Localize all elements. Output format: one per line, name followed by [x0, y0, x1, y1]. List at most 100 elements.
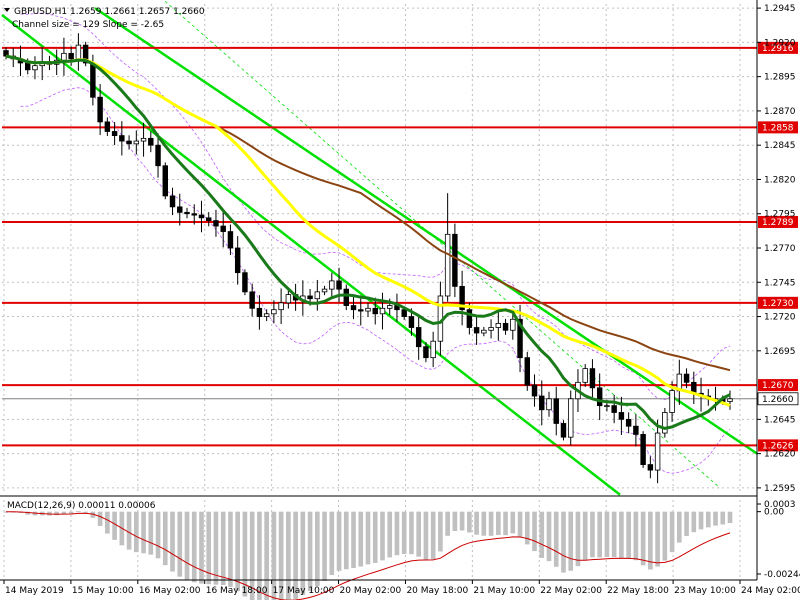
y-tick-label: 1.2595: [764, 484, 796, 494]
macd-histogram-bar: [307, 511, 313, 592]
candle-body: [481, 329, 487, 334]
green-moving-average: [5, 54, 731, 430]
yellow-moving-average: [5, 54, 731, 407]
macd-histogram-bar: [633, 511, 639, 561]
y-tick-label: 1.2870: [764, 107, 796, 117]
candle-body: [488, 327, 494, 331]
macd-histogram-bar: [228, 511, 233, 587]
x-tick-label: 16 May 18:00: [206, 586, 268, 596]
macd-histogram-bar: [510, 511, 516, 534]
macd-histogram-bar: [336, 511, 342, 571]
macd-histogram-bar: [343, 511, 349, 570]
candle-body: [263, 313, 270, 317]
macd-histogram-bar: [561, 511, 566, 573]
candle-body: [206, 217, 212, 221]
y-tick-label: 1.2720: [764, 313, 796, 323]
candle-body: [654, 432, 661, 471]
price-level-tag: [758, 121, 798, 134]
y-tick-label: 1.2820: [764, 175, 796, 185]
candle-body: [148, 137, 154, 146]
macd-histogram-bar: [97, 511, 103, 526]
current-price-tag: [757, 392, 799, 406]
macd-histogram-bar: [481, 511, 487, 536]
candle-body: [104, 121, 111, 132]
price-level-tag: [758, 439, 798, 452]
candle-body: [140, 137, 147, 142]
candle-body: [68, 52, 74, 60]
candle-body: [517, 318, 523, 359]
candle-body: [502, 322, 509, 331]
candle-body: [75, 44, 82, 60]
macd-histogram-bar: [387, 511, 393, 558]
macd-histogram-bar: [459, 511, 465, 531]
macd-histogram-bar: [691, 511, 697, 533]
trend-channel: [1, 0, 758, 496]
macd-histogram-bar: [590, 511, 595, 558]
candle-body: [423, 346, 429, 359]
candle-body: [401, 309, 407, 317]
candle-body: [336, 280, 342, 290]
y-tick-label: 1.2945: [764, 4, 796, 14]
candle-body: [568, 398, 574, 438]
channel-info: Channel size = 129 Slope = -2.65: [12, 20, 164, 30]
current-price-label: 1.2660: [762, 395, 794, 405]
candle-body: [582, 368, 588, 383]
x-tick-label: 21 May 10:00: [473, 586, 535, 596]
macd-histogram-bar: [677, 511, 682, 543]
macd-histogram-bar: [141, 511, 146, 554]
candle-body: [358, 309, 364, 312]
macd-histogram-bar: [271, 511, 277, 600]
macd-histogram-bar: [698, 511, 704, 530]
macd-histogram-bar: [727, 511, 733, 524]
price-level-tag: [758, 41, 798, 54]
candle-body: [133, 140, 140, 145]
price-level-tag-label: 1.2626: [762, 441, 794, 451]
macd-histogram-bar: [170, 511, 175, 572]
candle-body: [365, 307, 371, 312]
candle-body: [25, 62, 31, 71]
candle-body: [546, 398, 552, 411]
macd-histogram-bar: [568, 511, 574, 571]
macd-histogram-bar: [582, 511, 588, 560]
macd-histogram-bar: [619, 511, 624, 558]
candle-body: [589, 368, 596, 389]
macd-histogram-bar: [438, 511, 443, 552]
macd-histogram-bar: [546, 511, 552, 562]
macd-signal-line: [6, 511, 731, 600]
macd-histogram-bar: [134, 511, 139, 553]
candle-body: [387, 305, 393, 309]
macd-histogram-bar: [720, 511, 726, 525]
macd-histogram-bar: [669, 511, 675, 553]
candle-body: [126, 140, 132, 145]
candle-body: [155, 144, 161, 167]
candle-body: [249, 291, 255, 309]
macd-histogram-bar: [503, 511, 508, 536]
candle-body: [408, 316, 415, 328]
macd-histogram-bar: [293, 511, 298, 600]
channel-lower-line: [1, 13, 621, 496]
candle-body: [510, 318, 516, 331]
candle-body: [191, 213, 197, 216]
candle-body: [640, 434, 646, 465]
macd-histogram-bar: [155, 511, 161, 559]
macd-histogram-bar: [61, 511, 67, 514]
candle-body: [604, 405, 610, 408]
x-tick-label: 22 May 02:00: [540, 586, 602, 596]
macd-histogram-bar: [409, 511, 414, 555]
macd-histogram-bar: [54, 511, 59, 516]
candle-body: [111, 131, 118, 136]
candle-body: [285, 294, 292, 304]
price-level-tag: [758, 215, 798, 228]
channel-upper-line: [94, 7, 758, 455]
price-level-tag: [758, 296, 798, 309]
macd-histogram-bar: [235, 511, 240, 592]
candle-body: [683, 373, 690, 383]
macd-histogram-bar: [474, 511, 479, 535]
candle-body: [539, 395, 545, 411]
macd-histogram-bar: [213, 511, 219, 585]
macd-histogram-bar: [249, 511, 255, 600]
candle-body: [321, 288, 328, 293]
candle-body: [169, 195, 176, 208]
